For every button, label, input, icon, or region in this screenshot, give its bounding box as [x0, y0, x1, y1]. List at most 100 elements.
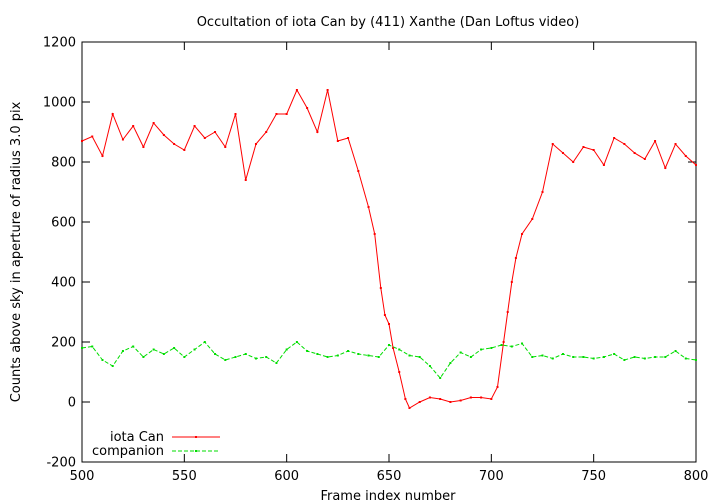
data-point — [582, 146, 585, 148]
data-point — [373, 233, 376, 235]
data-point — [173, 143, 176, 145]
data-point — [224, 359, 227, 361]
data-point — [336, 354, 339, 357]
data-point — [496, 386, 499, 388]
data-point — [664, 167, 667, 169]
y-tick-label: 1000 — [43, 96, 76, 111]
data-point — [347, 350, 350, 352]
data-point — [203, 341, 206, 343]
data-point — [398, 371, 401, 373]
data-point — [101, 155, 104, 157]
data-point — [357, 170, 360, 172]
data-point — [582, 356, 585, 358]
data-point — [383, 314, 386, 316]
data-point — [81, 347, 83, 349]
data-point — [214, 353, 217, 355]
y-tick-label: 400 — [51, 276, 76, 291]
data-point — [398, 348, 401, 351]
x-axis-label: Frame index number — [320, 489, 456, 504]
series-layer — [81, 88, 697, 409]
legend-label: companion — [92, 444, 164, 459]
data-point — [357, 353, 360, 355]
data-point — [265, 356, 268, 358]
data-point — [81, 140, 83, 142]
legend-point — [195, 450, 197, 452]
data-point — [254, 143, 257, 145]
data-point — [602, 356, 605, 358]
data-point — [684, 155, 687, 157]
data-point — [234, 113, 237, 115]
data-point — [306, 107, 309, 109]
data-point — [214, 131, 217, 133]
data-point — [173, 347, 176, 349]
y-axis-ticks: -200 0 200 400 600 800 1000 1200 — [43, 36, 696, 471]
data-point — [121, 350, 124, 352]
y-tick-label: 800 — [51, 156, 76, 171]
data-point — [449, 362, 452, 364]
x-tick-label: 700 — [479, 469, 504, 484]
data-point — [244, 179, 247, 181]
data-point — [285, 348, 288, 351]
data-point — [306, 350, 309, 352]
data-point — [408, 407, 411, 409]
data-point — [316, 131, 319, 133]
data-point — [377, 356, 380, 358]
data-point — [193, 125, 196, 127]
data-point — [91, 345, 94, 348]
data-point — [469, 356, 472, 358]
data-point — [531, 356, 534, 358]
data-point — [572, 161, 575, 163]
data-point — [295, 341, 298, 343]
series-iota-can — [81, 88, 697, 409]
data-point — [521, 342, 524, 345]
data-point — [623, 359, 626, 361]
data-point — [654, 356, 657, 358]
data-point — [459, 351, 462, 354]
data-point — [326, 356, 329, 358]
data-point — [224, 146, 227, 148]
data-point — [480, 348, 483, 351]
data-point — [418, 401, 421, 403]
data-point — [295, 89, 298, 91]
data-point — [275, 113, 278, 115]
plot-border — [81, 41, 697, 463]
y-tick-label: 0 — [68, 396, 76, 411]
x-tick-label: 800 — [684, 469, 709, 484]
data-point — [551, 357, 554, 360]
series-line — [81, 88, 697, 409]
data-point — [111, 113, 114, 115]
legend-label: iota Can — [110, 430, 164, 445]
data-point — [643, 357, 646, 360]
data-point — [132, 345, 135, 348]
data-point — [510, 281, 513, 283]
plot-frame — [81, 41, 697, 463]
data-point — [392, 347, 395, 349]
data-point — [521, 233, 524, 235]
data-point — [111, 365, 114, 367]
x-tick-label: 500 — [70, 469, 95, 484]
data-point — [469, 396, 472, 399]
data-point — [490, 347, 493, 349]
legend-point — [195, 436, 197, 438]
data-point — [643, 158, 646, 160]
data-point — [674, 350, 677, 352]
data-point — [101, 359, 104, 361]
data-point — [388, 344, 390, 346]
data-point — [490, 398, 493, 400]
data-point — [459, 399, 462, 402]
data-point — [500, 344, 503, 346]
data-point — [541, 191, 544, 193]
data-point — [234, 356, 237, 358]
data-point — [183, 149, 186, 151]
data-point — [654, 140, 657, 142]
data-point — [633, 356, 636, 358]
chart-title: Occultation of iota Can by (411) Xanthe … — [197, 15, 580, 30]
data-point — [531, 218, 534, 220]
x-tick-label: 650 — [377, 469, 402, 484]
data-point — [449, 401, 452, 403]
data-point — [695, 164, 697, 166]
data-point — [316, 353, 319, 355]
data-point — [404, 398, 407, 400]
